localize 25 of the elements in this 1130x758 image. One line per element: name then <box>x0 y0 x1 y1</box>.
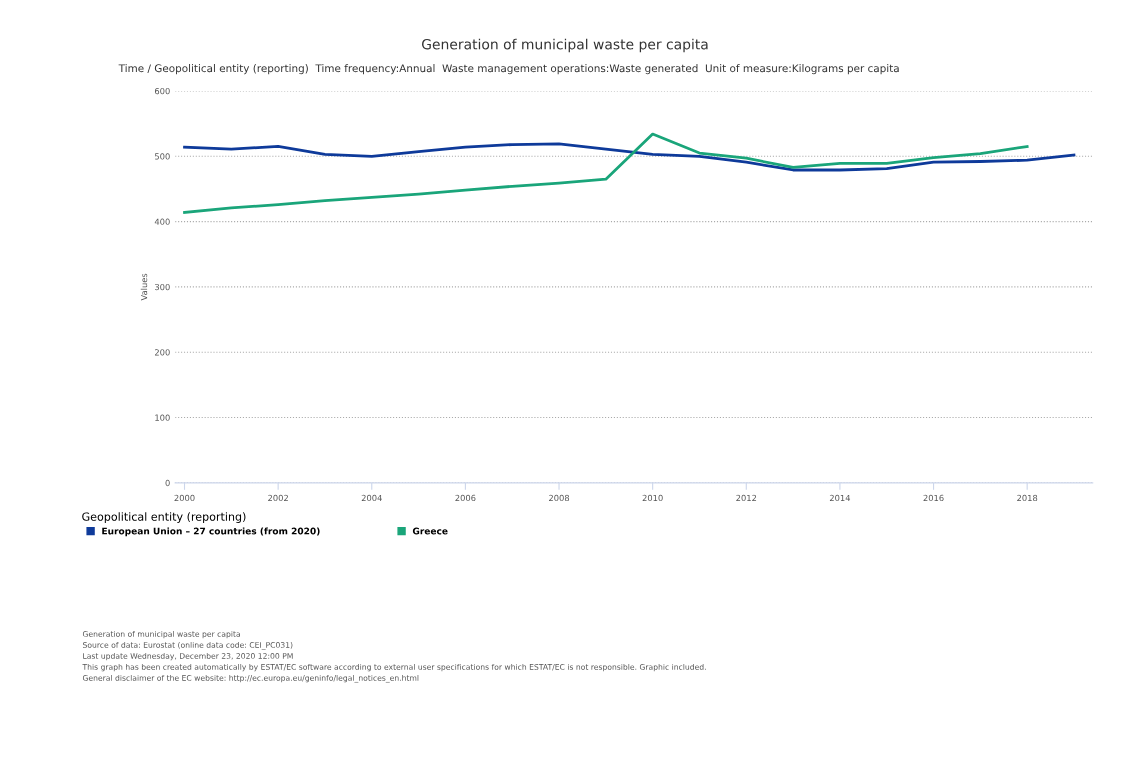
x-tick-label: 2006 <box>455 494 476 502</box>
x-tick-label: 2002 <box>268 494 288 502</box>
y-tick-label: 400 <box>154 218 170 225</box>
y-tick-label: 600 <box>154 87 170 95</box>
legend-label: European Union – 27 countries (from 2020) <box>102 527 320 537</box>
y-axis-title: Values <box>140 273 148 301</box>
x-tick-label: 2004 <box>361 494 382 502</box>
x-tick-label: 2018 <box>1017 494 1038 502</box>
line-series <box>183 142 1076 172</box>
line-series <box>183 132 1029 214</box>
y-tick-label: 500 <box>155 153 170 160</box>
x-tick-label: 2012 <box>736 494 757 502</box>
y-tick-label: 200 <box>154 349 170 356</box>
y-tick-label: 100 <box>155 414 170 421</box>
x-tick-label: 2008 <box>549 494 570 502</box>
x-tick-label: 2016 <box>923 494 944 502</box>
x-tick-label: 2000 <box>174 494 195 502</box>
x-tick-label: 2010 <box>642 494 663 502</box>
x-tick-label: 2014 <box>829 494 851 502</box>
legend-title: Geopolitical entity (reporting) <box>82 512 246 523</box>
legend-label: Greece <box>412 527 448 535</box>
y-tick-label: 300 <box>155 283 170 291</box>
chart-title: Generation of municipal waste per capita <box>422 38 708 53</box>
y-tick-label: 0 <box>165 479 170 487</box>
chart-subtitle: Time / Geopolitical entity (reporting) Time frequency:Annual Waste management operations:Waste generated Unit of measure:Kilograms per capita <box>118 64 899 75</box>
